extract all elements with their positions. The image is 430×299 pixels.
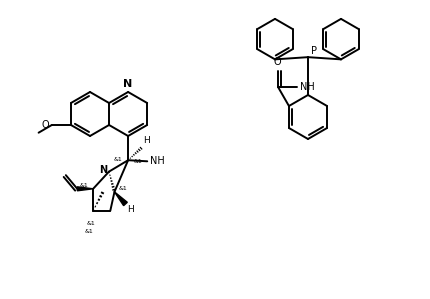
Text: &1: &1 — [114, 157, 123, 162]
Polygon shape — [77, 187, 93, 191]
Text: P: P — [311, 46, 317, 56]
Text: &1: &1 — [134, 159, 143, 164]
Text: NH: NH — [300, 82, 315, 92]
Text: &1: &1 — [80, 183, 88, 188]
Text: &1: &1 — [85, 229, 93, 234]
Text: N: N — [123, 79, 133, 89]
Text: &1: &1 — [119, 186, 127, 191]
Text: NH: NH — [150, 156, 165, 166]
Text: &1: &1 — [87, 221, 95, 226]
Text: O: O — [273, 57, 281, 68]
Text: O: O — [41, 120, 49, 130]
Text: H: H — [127, 205, 134, 214]
Text: H: H — [144, 136, 150, 145]
Polygon shape — [114, 192, 127, 206]
Text: N: N — [99, 165, 107, 175]
